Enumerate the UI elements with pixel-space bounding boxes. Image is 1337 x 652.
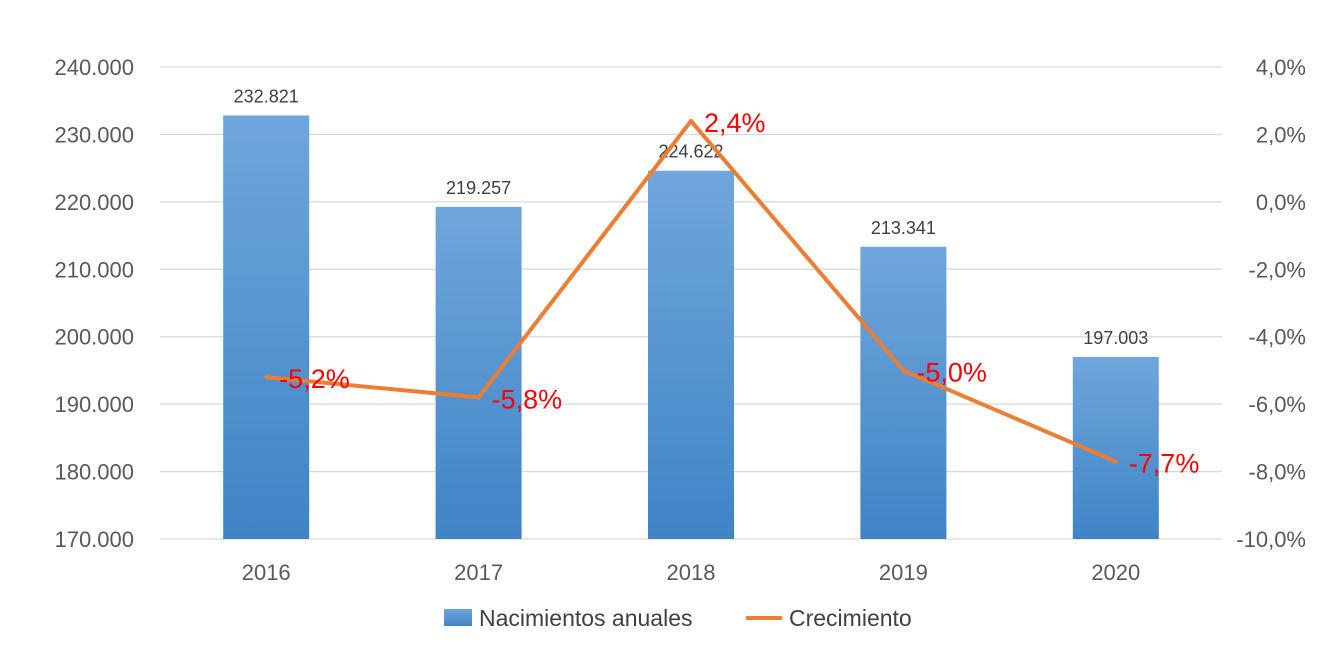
bar-data-label: 224.622: [658, 142, 723, 162]
growth-data-label: -7,7%: [1129, 448, 1200, 478]
left-tick-label: 230.000: [54, 122, 134, 147]
left-tick-label: 220.000: [54, 190, 134, 215]
right-tick-label: -8,0%: [1249, 460, 1306, 485]
growth-point: [1113, 459, 1118, 464]
bar-2018: [648, 170, 734, 539]
growth-data-label: 2,4%: [704, 108, 766, 138]
right-tick-label: 0,0%: [1256, 190, 1306, 215]
growth-point: [264, 375, 269, 380]
legend-label-bar: Nacimientos anuales: [479, 605, 693, 631]
bar-data-label: 197.003: [1083, 328, 1148, 348]
bar-data-label: 213.341: [871, 218, 936, 238]
left-tick-label: 170.000: [54, 527, 134, 552]
growth-data-label: -5,0%: [916, 357, 987, 387]
right-tick-label: -4,0%: [1249, 325, 1306, 350]
bar-2019: [860, 246, 947, 540]
growth-point: [901, 368, 906, 373]
x-tick-label: 2017: [454, 560, 503, 585]
growth-data-label: -5,8%: [492, 384, 563, 414]
growth-point: [476, 395, 481, 400]
legend-label-line: Crecimiento: [789, 605, 912, 631]
left-tick-label: 210.000: [54, 257, 134, 282]
line-series: -5,2% -5,8% 2,4% -5,0% -7,7%: [264, 108, 1200, 478]
x-tick-label: 2018: [667, 560, 716, 585]
x-tick-label: 2016: [242, 560, 291, 585]
left-tick-label: 200.000: [54, 325, 134, 350]
right-axis: -10,0% -8,0% -6,0% -4,0% -2,0% 0,0% 2,0% 4,0%: [1236, 55, 1306, 552]
bar-data-label: 232.821: [234, 86, 299, 106]
bar-data-label: 219.257: [446, 178, 511, 198]
right-tick-label: 2,0%: [1256, 122, 1306, 147]
bar-2017: [435, 206, 522, 540]
growth-data-label: -5,2%: [279, 364, 350, 394]
left-tick-label: 180.000: [54, 460, 134, 485]
right-tick-label: 4,0%: [1256, 55, 1306, 80]
bar-2016: [223, 115, 310, 539]
left-tick-label: 190.000: [54, 392, 134, 417]
growth-point: [689, 118, 693, 123]
right-tick-label: -2,0%: [1249, 257, 1306, 282]
legend: Nacimientos anuales Crecimiento: [444, 605, 912, 631]
legend-swatch-bar: [444, 609, 472, 626]
x-tick-label: 2019: [879, 560, 928, 585]
x-axis: 2016 2017 2018 2019 2020: [242, 560, 1141, 585]
left-tick-label: 240.000: [54, 55, 134, 80]
right-tick-label: -6,0%: [1249, 392, 1306, 417]
left-axis: 170.000 180.000 190.000 200.000 210.000 220.0…: [54, 55, 134, 552]
x-tick-label: 2020: [1091, 560, 1140, 585]
bar-series: 232.821 219.257 224.622 213.341 197.003: [223, 86, 1159, 540]
right-tick-label: -10,0%: [1236, 527, 1306, 552]
